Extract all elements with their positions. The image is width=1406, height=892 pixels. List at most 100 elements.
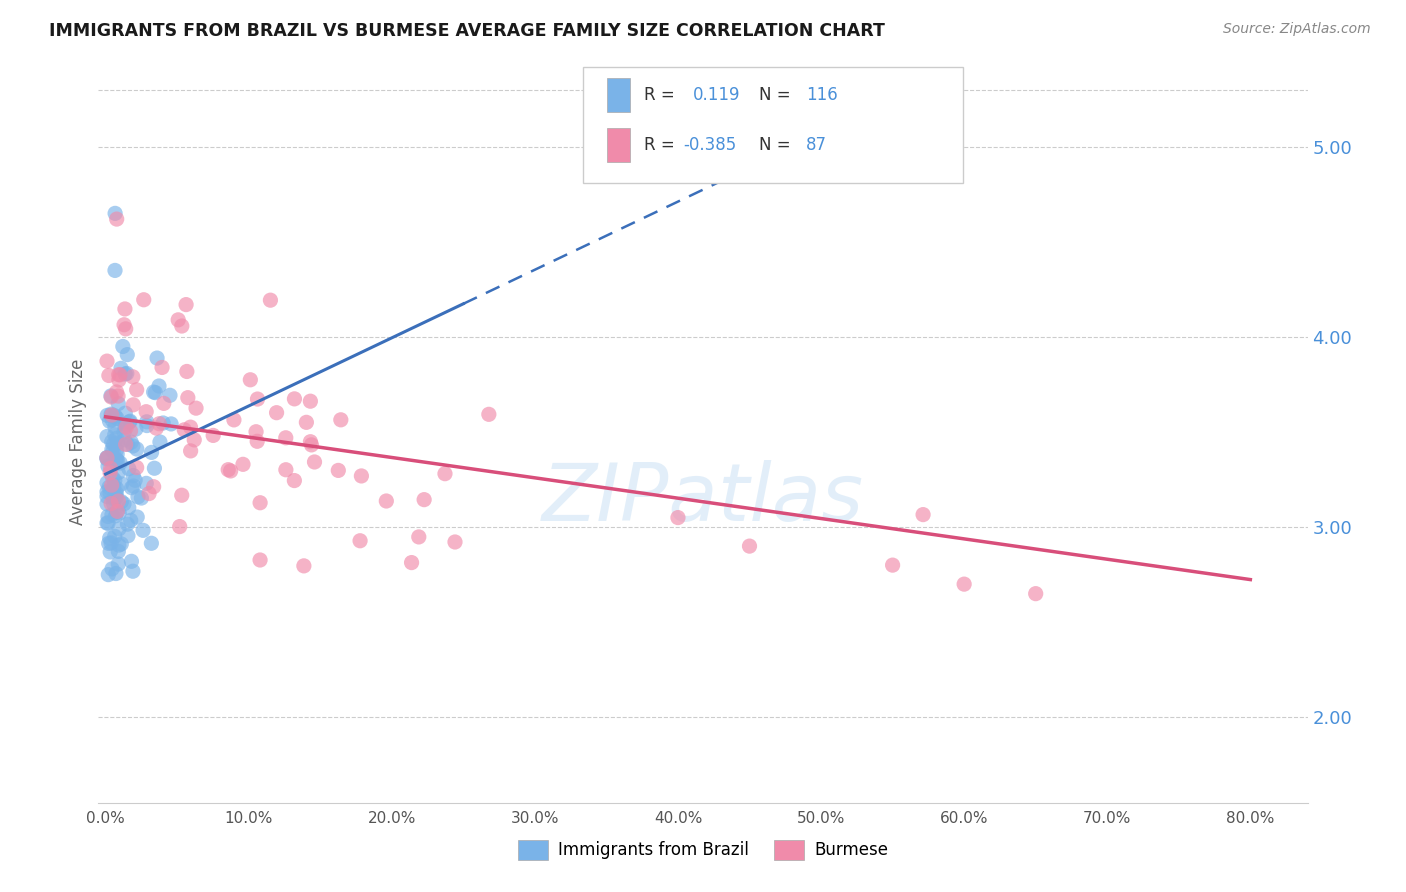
Text: 87: 87	[806, 136, 827, 154]
Point	[101, 442, 124, 457]
Point	[666, 510, 689, 524]
Point	[112, 318, 135, 332]
Point	[152, 396, 174, 410]
Point	[245, 425, 267, 439]
Point	[125, 460, 148, 475]
Point	[953, 577, 976, 591]
Point	[97, 536, 120, 550]
Point	[274, 463, 297, 477]
Point	[149, 434, 172, 449]
Point	[104, 474, 127, 488]
Point	[141, 445, 163, 459]
Point	[169, 519, 191, 533]
Point	[105, 491, 128, 505]
Point	[183, 433, 205, 447]
Point	[142, 480, 165, 494]
Point	[98, 545, 121, 559]
Point	[738, 539, 761, 553]
Point	[143, 461, 166, 475]
Point	[179, 420, 201, 434]
Point	[349, 533, 371, 548]
Point	[125, 383, 148, 397]
Point	[167, 313, 190, 327]
Point	[912, 508, 935, 522]
Point	[96, 497, 118, 511]
Text: ZIPatlas: ZIPatlas	[541, 460, 865, 539]
Point	[101, 508, 124, 522]
Point	[96, 475, 118, 490]
Point	[105, 486, 128, 500]
Point	[110, 361, 132, 376]
Point	[100, 407, 122, 421]
Text: R =: R =	[644, 86, 675, 103]
Point	[98, 414, 121, 428]
Point	[882, 558, 904, 573]
Point	[138, 486, 160, 500]
Point	[150, 360, 173, 375]
Point	[145, 385, 167, 400]
Point	[401, 556, 423, 570]
Point	[299, 434, 322, 449]
Point	[104, 427, 127, 442]
Point	[115, 420, 138, 434]
Point	[184, 401, 207, 416]
Point	[375, 494, 398, 508]
Point	[114, 437, 136, 451]
Point	[146, 351, 169, 365]
Text: -0.385: -0.385	[683, 136, 737, 154]
Point	[97, 368, 120, 383]
Point	[103, 479, 125, 493]
Point	[96, 450, 118, 465]
Point	[107, 368, 129, 382]
Point	[174, 297, 197, 311]
Point	[103, 437, 125, 451]
Point	[105, 384, 128, 399]
Point	[115, 367, 138, 381]
Point	[299, 394, 322, 409]
Point	[120, 554, 142, 568]
Point	[135, 476, 157, 491]
Point	[105, 452, 128, 467]
Point	[112, 425, 135, 439]
Point	[141, 536, 163, 550]
Point	[111, 339, 134, 353]
Point	[132, 524, 155, 538]
Point	[100, 478, 122, 492]
Point	[120, 414, 142, 428]
Legend: Immigrants from Brazil, Burmese: Immigrants from Brazil, Burmese	[512, 833, 894, 867]
Point	[114, 367, 136, 381]
Point	[148, 379, 170, 393]
Point	[122, 468, 145, 483]
Point	[104, 409, 127, 423]
Point	[350, 469, 373, 483]
Point	[124, 473, 146, 487]
Point	[478, 408, 501, 422]
Point	[328, 463, 350, 477]
Point	[135, 418, 157, 433]
Point	[117, 437, 139, 451]
Point	[105, 443, 128, 458]
Point	[110, 537, 132, 551]
Point	[152, 416, 174, 430]
Point	[98, 531, 121, 545]
Text: N =: N =	[759, 136, 790, 154]
Point	[104, 263, 127, 277]
Point	[97, 509, 120, 524]
Point	[120, 513, 142, 527]
Point	[105, 431, 128, 445]
Text: R =: R =	[644, 136, 675, 154]
Point	[120, 424, 142, 438]
Point	[118, 461, 141, 475]
Y-axis label: Average Family Size: Average Family Size	[69, 359, 87, 524]
Point	[105, 456, 128, 470]
Point	[96, 490, 118, 504]
Point	[100, 390, 122, 404]
Point	[121, 369, 143, 384]
Point	[148, 417, 170, 431]
Point	[180, 443, 202, 458]
Point	[96, 452, 118, 467]
Point	[114, 406, 136, 420]
Point	[104, 566, 127, 581]
Point	[160, 417, 183, 431]
Point	[118, 415, 141, 429]
